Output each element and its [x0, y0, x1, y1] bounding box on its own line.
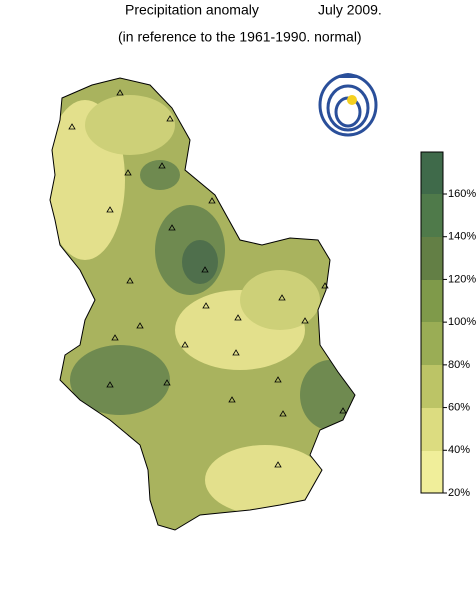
subtitle: (in reference to the 1961-1990. normal) [118, 29, 362, 45]
legend: 160% 140% 120% 100% 80% 60% 40% 20% [420, 151, 476, 499]
legend-label: 160% [448, 188, 476, 200]
legend-label: 140% [448, 231, 476, 243]
legend-label: 20% [448, 487, 470, 499]
title: Precipitation anomaly [125, 2, 259, 18]
logo [318, 73, 378, 137]
map [49, 77, 356, 531]
legend-label: 120% [448, 273, 476, 285]
date: July 2009. [318, 2, 382, 18]
legend-label: 60% [448, 401, 470, 413]
legend-label: 80% [448, 359, 470, 371]
legend-label: 100% [448, 316, 476, 328]
legend-label: 40% [448, 444, 470, 456]
